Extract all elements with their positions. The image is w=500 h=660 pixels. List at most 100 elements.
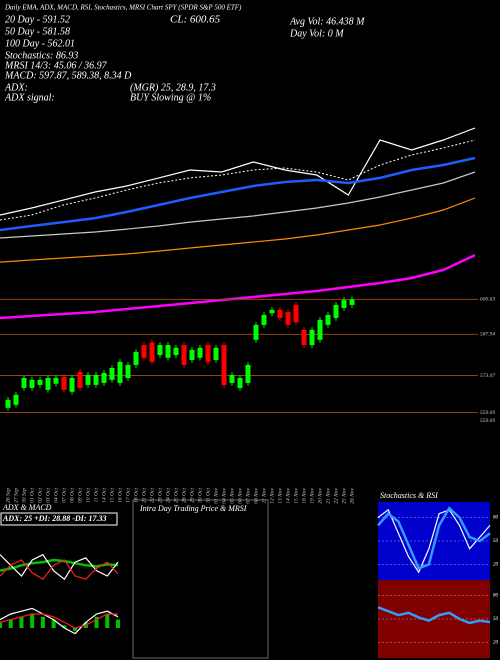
price-level-label: 573.07 xyxy=(480,373,495,379)
price-level-label: 587.94 xyxy=(480,331,495,338)
price-level-label: 559.69 xyxy=(480,410,495,416)
candle-body xyxy=(213,347,219,360)
x-tick-label: 01 Nov xyxy=(213,487,219,503)
x-tick-label: 27 Sep xyxy=(13,488,19,503)
x-tick-label: 28 Oct xyxy=(181,488,187,503)
stochastics: Stochastics: 86.93 xyxy=(5,50,78,61)
candle-body xyxy=(277,309,283,318)
y-tick-label: 20 xyxy=(493,563,499,568)
x-tick-label: 11 Oct xyxy=(93,488,99,503)
y-tick-label: 80 xyxy=(493,594,499,599)
candle-body xyxy=(197,347,203,358)
candle-body xyxy=(141,345,147,358)
y-tick-label: 50 xyxy=(493,539,499,544)
line-series xyxy=(0,559,119,580)
x-tick-label: 25 Oct xyxy=(173,488,179,503)
candle-body xyxy=(293,304,299,323)
candle-body xyxy=(157,345,163,355)
line-series xyxy=(377,508,491,574)
candle-body xyxy=(37,379,43,385)
x-tick-label: 08 Oct xyxy=(69,488,75,503)
ema20: 20 Day - 591.52 xyxy=(5,14,70,25)
line-series xyxy=(377,506,491,570)
line-series xyxy=(0,558,119,572)
line-series xyxy=(0,156,476,232)
candle-body xyxy=(85,374,91,385)
x-tick-label: 06 Nov xyxy=(237,487,243,503)
mrsi: MRSI 14/3: 45.06 / 36.97 xyxy=(4,60,108,71)
y-tick-label: 80 xyxy=(493,516,499,521)
x-tick-label: 01 Oct xyxy=(29,488,35,503)
candle-body xyxy=(149,342,155,362)
histogram-bar xyxy=(105,614,110,628)
x-tick-label: 11 Nov xyxy=(261,487,267,503)
x-tick-label: 18 Oct xyxy=(133,488,139,503)
x-tick-label: 04 Oct xyxy=(52,488,59,503)
x-tick-label: 15 Nov xyxy=(293,487,299,503)
candle-body xyxy=(285,312,291,325)
candle-body xyxy=(237,377,243,388)
x-tick-label: 22 Nov xyxy=(333,487,339,503)
adx-label: ADX: xyxy=(4,82,28,93)
candle-body xyxy=(61,376,67,390)
histogram-bar xyxy=(62,625,67,628)
x-tick-label: 14 Oct xyxy=(100,488,107,503)
y-tick-label: 50 xyxy=(493,617,499,622)
candle-body xyxy=(309,329,315,346)
candle-body xyxy=(261,314,267,325)
candle-body xyxy=(53,377,59,384)
candle-body xyxy=(13,394,19,405)
panel-title: ADX & MACD xyxy=(2,503,52,512)
candle-body xyxy=(189,350,195,360)
candle-body xyxy=(5,399,11,408)
panel-subtitle: ADX: 25 +DI: 28.88 -DI: 17.33 xyxy=(2,514,106,523)
candle-body xyxy=(125,364,131,378)
histogram-bar xyxy=(19,616,24,628)
candle-body xyxy=(253,324,259,340)
ema50: 50 Day - 581.58 xyxy=(5,26,70,37)
histogram-bar xyxy=(94,616,99,628)
x-tick-label: 19 Nov xyxy=(309,487,315,503)
close-price: CL: 600.65 xyxy=(170,14,221,26)
x-tick-label: 14 Nov xyxy=(284,487,291,503)
candle-body xyxy=(245,364,251,383)
candle-body xyxy=(349,299,355,305)
panel-title: Stochastics & RSI xyxy=(380,491,438,500)
x-tick-label: 03 Oct xyxy=(45,488,51,503)
x-tick-label: 25 Nov xyxy=(341,487,347,503)
x-tick-label: 30 Oct xyxy=(197,488,203,504)
candle-body xyxy=(117,361,123,383)
panel-title: Intra Day Trading Price & MRSI xyxy=(139,504,247,513)
price-level-label: 559.69 xyxy=(480,418,495,424)
x-tick-label: 16 Oct xyxy=(117,488,123,503)
candle-body xyxy=(221,345,227,385)
x-tick-label: 12 Nov xyxy=(269,487,275,503)
x-tick-label: 22 Oct xyxy=(149,488,155,503)
histogram-bar xyxy=(8,619,13,628)
y-tick-label: 20 xyxy=(493,641,499,646)
candle-body xyxy=(77,371,83,388)
x-tick-label: 07 Oct xyxy=(61,488,67,503)
intraday-frame xyxy=(132,499,269,659)
candle-body xyxy=(69,377,75,392)
line-series xyxy=(0,171,476,239)
adx-signal-label: ADX signal: xyxy=(4,92,55,103)
ema100: 100 Day - 562.01 xyxy=(5,38,75,49)
x-tick-label: 26 Sep xyxy=(5,488,11,503)
candle-body xyxy=(269,309,275,314)
line-series xyxy=(0,139,476,221)
day-volume: Day Vol: 0 M xyxy=(289,28,344,39)
candle-body xyxy=(133,351,139,365)
x-tick-label: 04 Nov xyxy=(220,487,227,503)
candle-body xyxy=(109,368,115,380)
line-series xyxy=(377,606,491,625)
price-level-label: 600.63 xyxy=(480,297,495,303)
candle-body xyxy=(229,374,235,383)
x-tick-label: 26 Nov xyxy=(349,487,355,503)
candle-body xyxy=(21,377,27,388)
subtitle-box xyxy=(0,512,118,526)
candle-body xyxy=(301,329,307,346)
candle-body xyxy=(205,345,211,362)
x-tick-label: 30 Sep xyxy=(21,488,27,504)
